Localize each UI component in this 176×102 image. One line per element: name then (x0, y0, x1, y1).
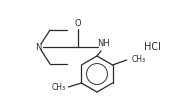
Text: CH₃: CH₃ (51, 83, 65, 91)
Text: CH₃: CH₃ (132, 55, 146, 64)
Text: HCl: HCl (144, 42, 161, 52)
Text: O: O (75, 19, 81, 28)
Text: N: N (35, 43, 41, 52)
Text: NH: NH (97, 39, 109, 48)
